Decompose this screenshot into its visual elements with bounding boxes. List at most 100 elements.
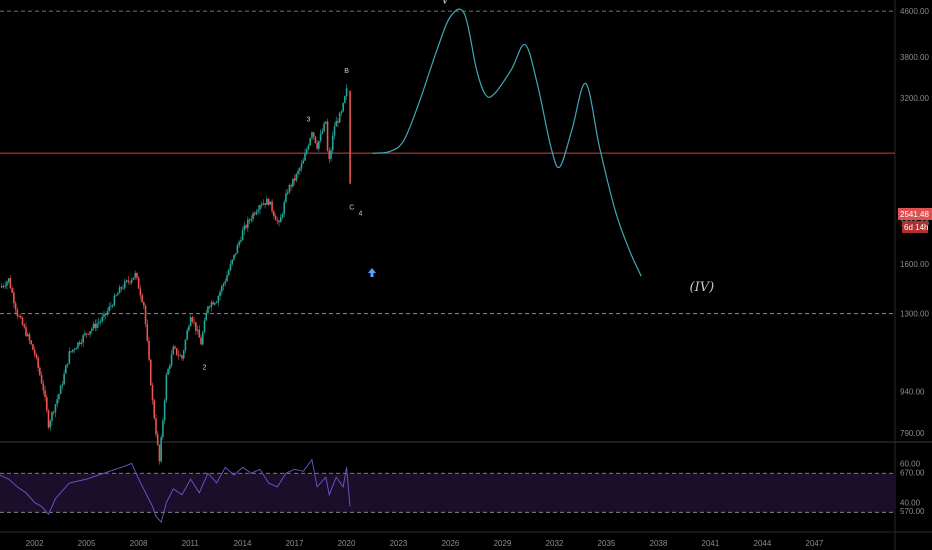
candle-body: [6, 281, 8, 286]
candle-body: [196, 329, 199, 331]
time-badge-text: 6d 14h: [904, 223, 928, 232]
wave-count-label: 3: [307, 117, 311, 124]
candle-body: [87, 333, 90, 335]
candle-body: [229, 263, 232, 271]
candle-body: [4, 285, 6, 287]
candle-body: [153, 400, 156, 419]
candle-body: [96, 323, 98, 328]
candle-body: [257, 209, 260, 212]
x-tick-label: 2041: [702, 539, 720, 548]
x-tick-label: 2035: [598, 539, 616, 548]
candle-body: [188, 326, 190, 331]
wave-label: V: [441, 0, 450, 6]
candle-body: [39, 367, 41, 376]
candle-body: [33, 349, 36, 355]
wave-count-label: 4: [359, 210, 363, 217]
y-tick-label: 3800.00: [900, 53, 929, 62]
candle-body: [130, 279, 133, 283]
y-tick-label: 790.00: [900, 429, 925, 438]
candle-body: [9, 278, 12, 289]
candle-body: [189, 317, 192, 327]
candle-body: [259, 205, 261, 210]
price-badge: [898, 208, 932, 220]
candle-body: [253, 213, 256, 215]
candle-body: [47, 410, 50, 428]
candle-body: [299, 168, 301, 171]
candle-body: [2, 285, 5, 287]
candle-body: [330, 150, 332, 159]
candle-body: [205, 312, 208, 321]
x-tick-label: 2023: [390, 539, 408, 548]
candle-body: [286, 192, 289, 194]
candle-body: [65, 365, 67, 374]
projection-layer: [372, 8, 642, 277]
candle-body: [338, 113, 341, 123]
candle-body: [146, 324, 149, 341]
candle-body: [318, 140, 320, 149]
candle-body: [333, 126, 336, 136]
candle-body: [312, 132, 315, 137]
candle-body: [125, 280, 128, 282]
candle-body: [221, 286, 223, 292]
projection-path: [372, 8, 642, 277]
candle-body: [32, 344, 34, 350]
candle-body: [170, 354, 173, 366]
candle-body: [61, 384, 64, 386]
candle-body: [231, 259, 234, 264]
candle-body: [111, 305, 114, 307]
candle-body: [307, 145, 310, 150]
time-badge: [902, 221, 928, 233]
candle-body: [203, 320, 206, 333]
candle-body: [331, 135, 334, 151]
candle-body: [52, 412, 55, 414]
candle-body: [212, 302, 214, 305]
buy-arrow-icon: [368, 268, 376, 277]
candle-body: [279, 217, 282, 223]
candle-body: [342, 102, 344, 112]
candle-body: [285, 193, 287, 203]
x-tick-label: 2020: [338, 539, 356, 548]
candle-body: [233, 254, 235, 260]
candle-body: [118, 287, 121, 294]
candle-body: [337, 121, 339, 123]
candle-body: [240, 240, 242, 242]
candle-body: [113, 295, 116, 306]
candle-body: [165, 374, 168, 401]
candle-body: [305, 149, 308, 154]
candle-body: [323, 123, 325, 132]
x-tick-label: 2026: [442, 539, 460, 548]
candle-body: [99, 321, 102, 323]
candle-body: [156, 434, 159, 445]
candle-body: [271, 201, 273, 212]
candle-body: [19, 316, 22, 318]
candle-body: [208, 306, 211, 308]
candle-body: [181, 355, 183, 359]
rsi-line: [0, 458, 351, 524]
candle-body: [297, 170, 299, 174]
candle-body: [264, 203, 266, 205]
candle-body: [104, 313, 107, 315]
rsi-tick-label: 40.00: [900, 499, 921, 508]
y-tick-label: 570.00: [900, 507, 925, 516]
candle-body: [274, 216, 277, 221]
price-badge-text: 2541.48: [900, 210, 929, 219]
candle-body: [195, 322, 197, 331]
candle-body: [314, 136, 317, 143]
x-tick-label: 2002: [26, 539, 44, 548]
candle-body: [23, 324, 26, 328]
candle-body: [120, 287, 123, 289]
candle-body: [56, 399, 58, 405]
candle-body: [97, 322, 100, 324]
candle-body: [91, 328, 93, 332]
candle-body: [344, 96, 346, 103]
candle-body: [267, 198, 270, 205]
candle-body: [28, 334, 31, 341]
candle-body: [260, 204, 263, 206]
candle-body: [345, 88, 348, 97]
candle-body: [158, 444, 161, 462]
candle-body: [224, 281, 227, 284]
candle-body: [108, 306, 110, 312]
candle-body: [141, 295, 143, 303]
candle-body: [117, 293, 119, 296]
